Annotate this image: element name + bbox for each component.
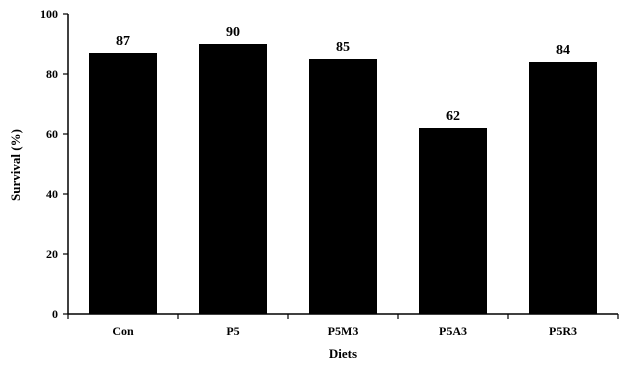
value-labels: 87 90 85 62 84 — [116, 25, 570, 124]
y-tick-label: 20 — [46, 247, 58, 261]
y-tick-label: 80 — [46, 67, 58, 81]
x-axis-title: Diets — [329, 346, 357, 361]
x-category-label: P5R3 — [549, 324, 577, 338]
y-axis-title: Survival (%) — [8, 129, 23, 201]
y-tick-label: 0 — [52, 307, 58, 321]
bar-con — [89, 53, 157, 314]
data-label-p5r3: 84 — [556, 43, 570, 58]
y-tick-label: 40 — [46, 187, 58, 201]
x-category-label: Con — [112, 324, 134, 338]
bar-p5m3 — [309, 59, 377, 314]
data-label-p5: 90 — [226, 25, 240, 40]
data-label-p5a3: 62 — [446, 109, 460, 124]
bar-p5a3 — [419, 128, 487, 314]
data-label-con: 87 — [116, 34, 130, 49]
x-axis-categories: Con P5 P5M3 P5A3 P5R3 — [67, 314, 619, 338]
x-category-label: P5A3 — [439, 324, 467, 338]
x-category-label: P5 — [226, 324, 239, 338]
y-axis-ticks: 0 20 40 60 80 100 — [40, 7, 68, 321]
y-tick-label: 100 — [40, 7, 58, 21]
x-category-label: P5M3 — [328, 324, 359, 338]
data-label-p5m3: 85 — [336, 40, 350, 55]
bar-p5 — [199, 44, 267, 314]
bar-series — [89, 44, 597, 314]
y-tick-label: 60 — [46, 127, 58, 141]
bar-p5r3 — [529, 62, 597, 314]
